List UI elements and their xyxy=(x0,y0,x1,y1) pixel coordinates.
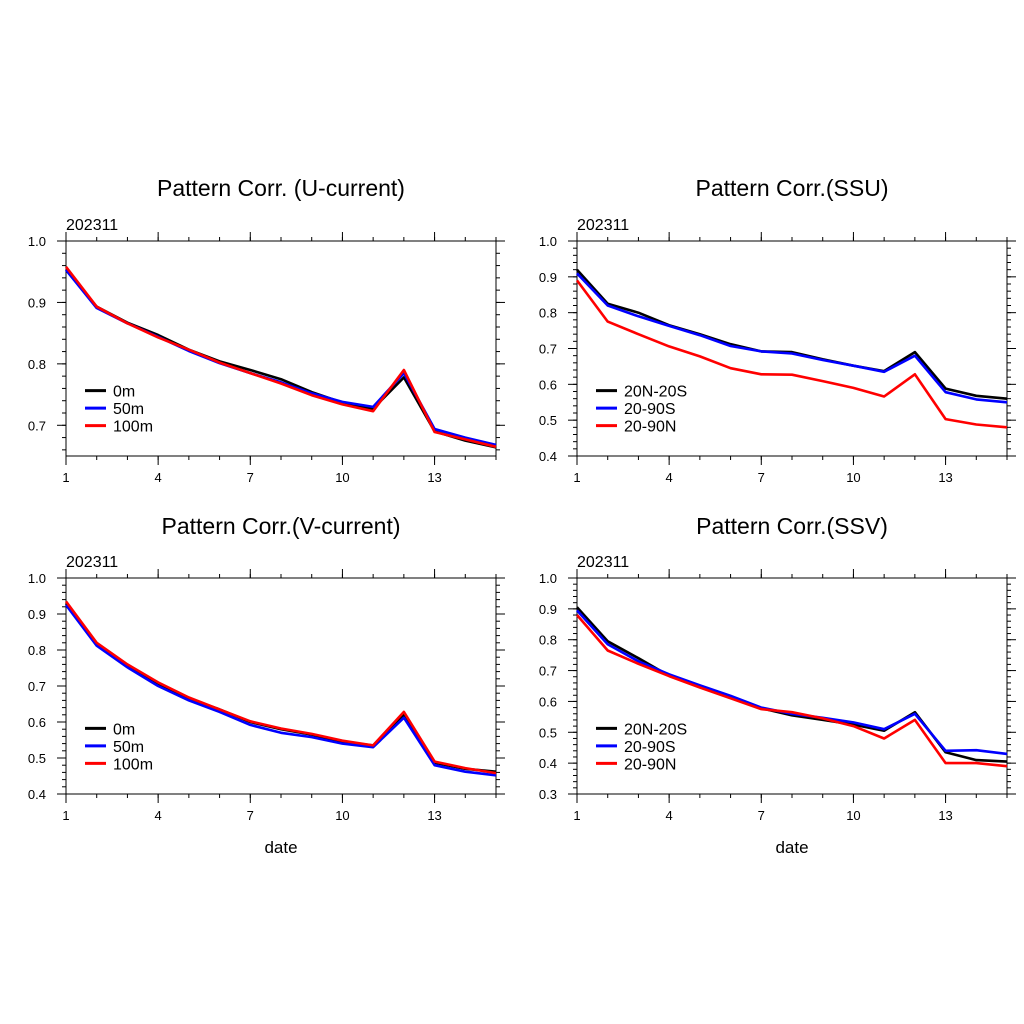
x-tick-label: 4 xyxy=(666,808,673,823)
y-tick-label: 0.4 xyxy=(539,756,557,771)
x-axis-label: date xyxy=(264,838,297,857)
series-line-100m xyxy=(64,600,497,775)
y-tick-label: 1.0 xyxy=(539,234,557,249)
panel-subtitle: 202311 xyxy=(66,554,118,571)
legend-label: 100m xyxy=(113,756,153,773)
y-tick-label: 0.9 xyxy=(539,270,557,285)
series-line-20-90s xyxy=(576,272,1008,404)
panel-title: Pattern Corr. (U-current) xyxy=(157,175,405,201)
legend-label: 20-90N xyxy=(624,419,676,436)
panel-subtitle: 202311 xyxy=(577,217,629,234)
x-axis-label: date xyxy=(775,838,808,857)
y-tick-label: 0.8 xyxy=(539,306,557,321)
y-tick-label: 1.0 xyxy=(28,571,46,586)
x-tick-label: 7 xyxy=(758,808,765,823)
y-tick-label: 0.4 xyxy=(539,449,557,464)
series-line-20-90s xyxy=(576,609,1008,756)
panel-u-current: Pattern Corr. (U-current) 202311 1 4 7 10 13… xyxy=(28,175,505,485)
panel-v-current: Pattern Corr.(V-current) 202311 date 1 4 7… xyxy=(28,513,505,857)
legend-label: 50m xyxy=(113,401,144,418)
y-tick-label: 0.7 xyxy=(539,664,557,679)
y-tick-label: 0.8 xyxy=(539,633,557,648)
x-tick-label: 7 xyxy=(247,808,254,823)
y-tick-label: 0.9 xyxy=(539,602,557,617)
y-tick-label: 1.0 xyxy=(539,571,557,586)
panel-title: Pattern Corr.(SSV) xyxy=(696,513,888,539)
x-tick-label: 13 xyxy=(938,808,952,823)
plot-area: 1 4 7 10 130.40.50.60.70.80.91.020N-20S20-90… xyxy=(539,232,1016,485)
y-tick-label: 0.7 xyxy=(28,418,46,433)
legend-label: 0m xyxy=(113,721,135,738)
y-tick-label: 0.8 xyxy=(28,643,46,658)
legend-label: 0m xyxy=(113,384,135,401)
x-tick-label: 13 xyxy=(427,470,441,485)
y-tick-label: 0.6 xyxy=(539,694,557,709)
x-tick-label: 4 xyxy=(666,470,673,485)
x-tick-label: 4 xyxy=(155,470,162,485)
series-line-20-90n xyxy=(575,279,1008,429)
x-tick-label: 10 xyxy=(846,808,860,823)
x-tick-label: 1 xyxy=(62,470,69,485)
legend-label: 100m xyxy=(113,419,153,436)
x-tick-label: 10 xyxy=(335,808,349,823)
x-tick-label: 10 xyxy=(335,470,349,485)
series-line-100m xyxy=(64,266,497,449)
legend-label: 20N-20S xyxy=(624,721,687,738)
legend-label: 20N-20S xyxy=(624,384,687,401)
x-tick-label: 7 xyxy=(247,470,254,485)
x-tick-label: 13 xyxy=(427,808,441,823)
panel-subtitle: 202311 xyxy=(66,217,118,234)
series-line-50m xyxy=(64,604,497,777)
y-tick-label: 1.0 xyxy=(28,234,46,249)
x-tick-label: 10 xyxy=(846,470,860,485)
y-tick-label: 0.5 xyxy=(28,751,46,766)
x-tick-label: 7 xyxy=(758,470,765,485)
y-tick-label: 0.5 xyxy=(539,725,557,740)
y-tick-label: 0.3 xyxy=(539,787,557,802)
x-tick-label: 4 xyxy=(155,808,162,823)
y-tick-label: 0.6 xyxy=(28,715,46,730)
panel-ssu: Pattern Corr.(SSU) 202311 1 4 7 10 13 0.4 0.5 0… xyxy=(539,175,1016,485)
y-tick-label: 0.8 xyxy=(28,357,46,372)
x-tick-label: 1 xyxy=(62,808,69,823)
series-line-20-90n xyxy=(576,614,1008,768)
panel-title: Pattern Corr.(V-current) xyxy=(161,513,400,539)
y-tick-label: 0.9 xyxy=(28,607,46,622)
series-line-20n-20s xyxy=(576,268,1008,400)
panel-ssv: Pattern Corr.(SSV) 202311 date 1 4 7 10 13 0.… xyxy=(539,513,1016,857)
legend-label: 20-90S xyxy=(624,401,676,418)
panel-title: Pattern Corr.(SSU) xyxy=(696,175,889,201)
x-tick-label: 13 xyxy=(938,470,952,485)
panel-subtitle: 202311 xyxy=(577,554,629,571)
y-tick-label: 0.6 xyxy=(539,377,557,392)
y-tick-label: 0.4 xyxy=(28,787,46,802)
y-tick-label: 0.7 xyxy=(539,342,557,357)
x-tick-label: 1 xyxy=(573,470,580,485)
legend-label: 20-90S xyxy=(624,739,676,756)
y-tick-label: 0.5 xyxy=(539,413,557,428)
legend-label: 20-90N xyxy=(624,756,676,773)
x-tick-label: 1 xyxy=(573,808,580,823)
plot-area: 1 4 7 10 130.30.40.50.60.70.80.91.020N-20S20… xyxy=(539,569,1016,823)
y-tick-label: 0.9 xyxy=(28,295,46,310)
legend-label: 50m xyxy=(113,739,144,756)
y-tick-label: 0.7 xyxy=(28,679,46,694)
